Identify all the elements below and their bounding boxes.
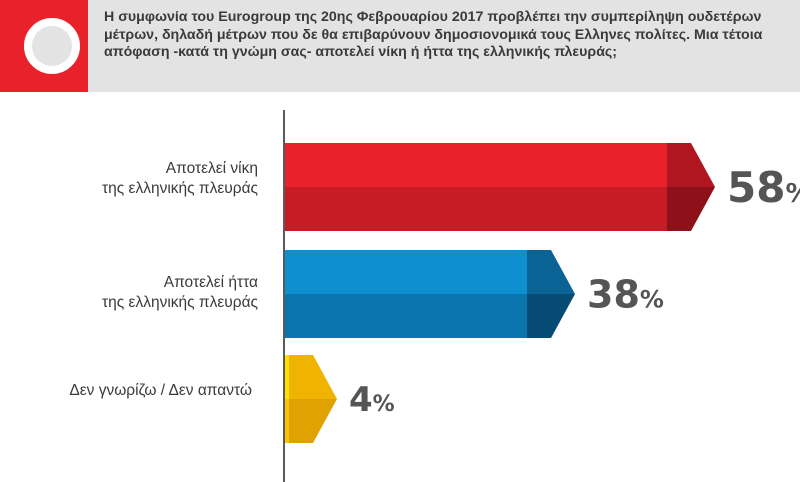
data-label: 38% <box>587 273 664 317</box>
question-header: Η συμφωνία του Eurogroup της 20ης Φεβρου… <box>0 0 800 92</box>
data-label: 58% <box>727 163 800 212</box>
circle-icon <box>24 18 80 74</box>
category-axis-line <box>283 110 285 482</box>
bar-top-face <box>285 250 551 294</box>
category-label: Αποτελεί ήττα της ελληνικής πλευράς <box>102 274 258 311</box>
header-badge <box>0 0 88 92</box>
bar-tip-bottom <box>527 294 575 338</box>
question-text: Η συμφωνία του Eurogroup της 20ης Φεβρου… <box>104 9 763 60</box>
bar-bottom-face <box>285 187 691 231</box>
bar-tip-bottom <box>667 187 715 231</box>
bar-tip-bottom <box>289 399 337 443</box>
bar-tip-top <box>527 250 575 294</box>
bar-bottom-face <box>285 294 551 338</box>
bar-top-face <box>285 143 691 187</box>
category-label: Δεν γνωρίζω / Δεν απαντώ <box>69 382 252 399</box>
category-label: Αποτελεί νίκη της ελληνικής πλευράς <box>102 160 258 197</box>
bar-tip-top <box>289 355 337 399</box>
bar-tip-top <box>667 143 715 187</box>
data-label: 4% <box>349 380 395 420</box>
